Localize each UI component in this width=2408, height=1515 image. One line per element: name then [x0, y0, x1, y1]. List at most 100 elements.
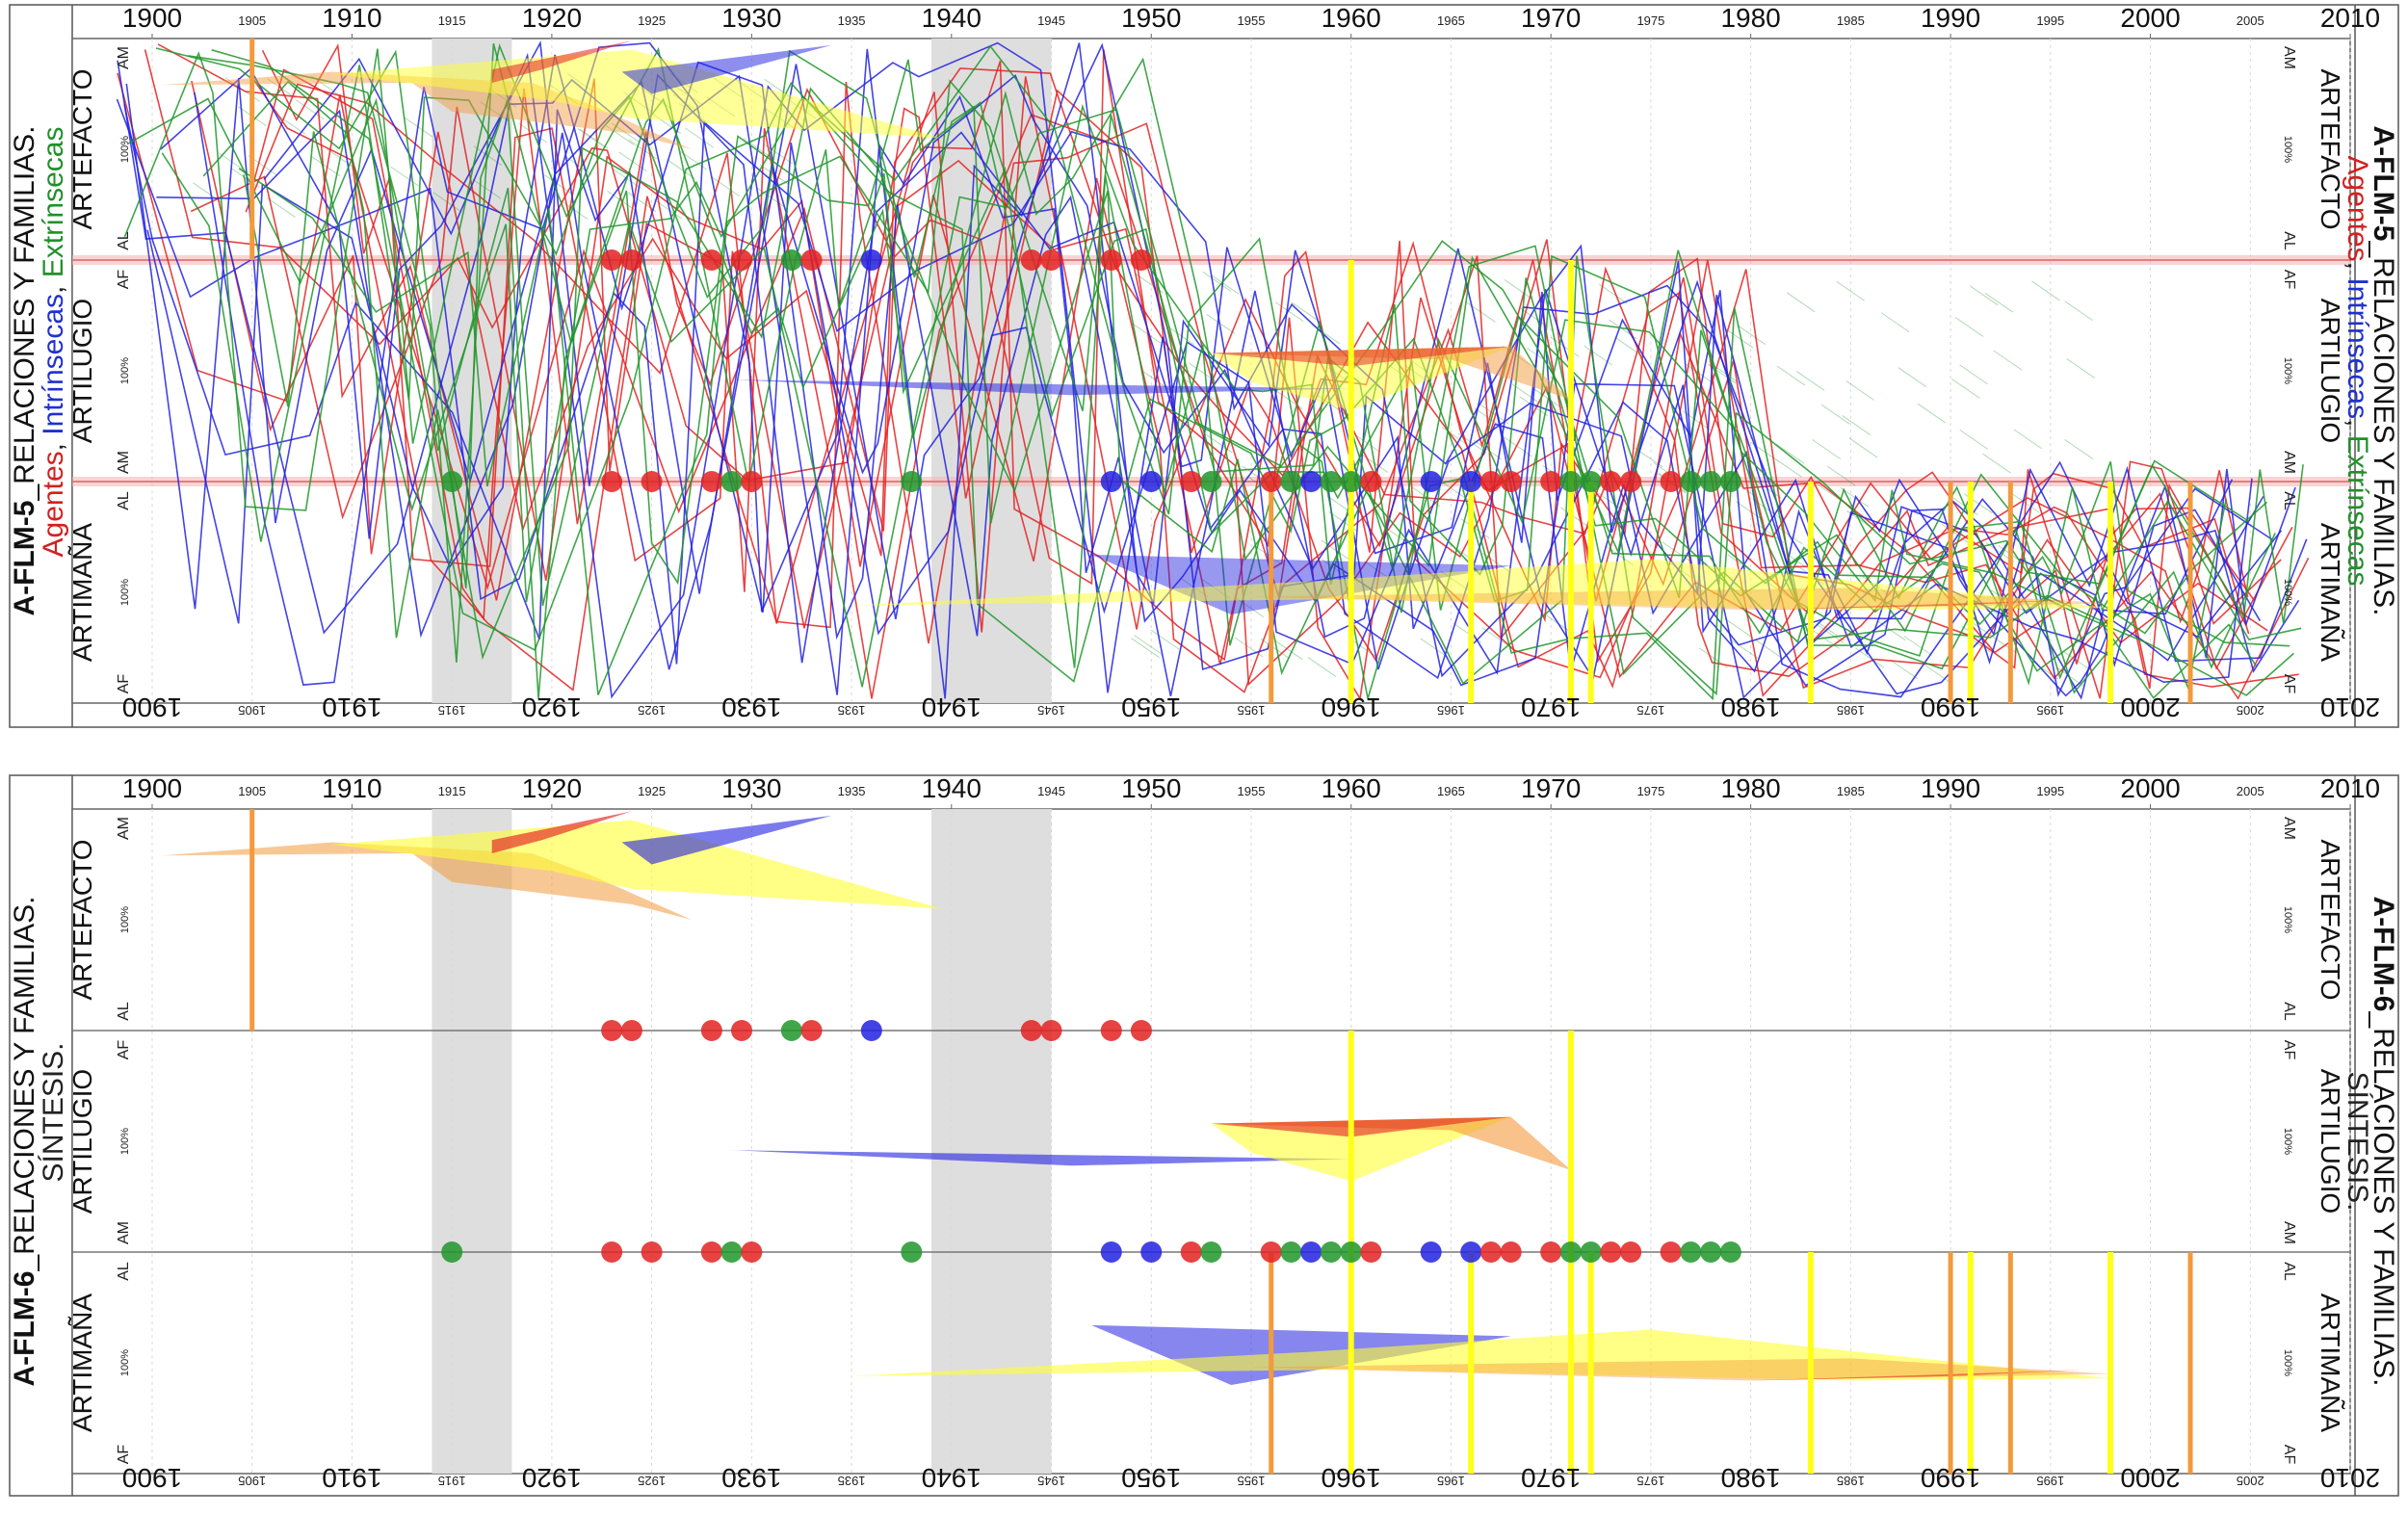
- synthesis-shape-red-wedge: [491, 40, 632, 83]
- x-major-tick-label-bottom: 1980: [1720, 1463, 1780, 1493]
- x-major-tick-label-bottom: 1950: [1121, 692, 1181, 722]
- x-major-tick-label-bottom: 1910: [322, 1463, 381, 1493]
- agentes-dot: [1500, 1241, 1522, 1263]
- hatch-stroke: [1984, 292, 2014, 313]
- extrinsecas-dot: [720, 1241, 743, 1263]
- x-minor-tick-label: 1955: [1238, 13, 1266, 28]
- agentes-dot: [1479, 1241, 1502, 1263]
- extrinsecas-dot: [1680, 471, 1702, 492]
- hatch-stroke: [1598, 492, 1627, 513]
- x-minor-tick-label-bottom: 1945: [1037, 703, 1065, 718]
- band-label-left: ARTIMAÑA: [67, 1293, 97, 1432]
- band-tick-right: AL: [2281, 1262, 2297, 1281]
- agentes-dot: [1360, 471, 1382, 492]
- hatch-stroke: [1504, 436, 1532, 457]
- extrinsecas-dot: [1559, 471, 1582, 492]
- intrinsecas-dot: [860, 1020, 882, 1041]
- agentes-dot: [1540, 471, 1562, 492]
- agentes-dot: [1260, 471, 1282, 492]
- x-minor-tick-label: 1975: [1636, 13, 1664, 28]
- agentes-dot: [700, 471, 722, 492]
- panel-subtitle-right: Agentes, Intrínsecas, Extrínsecas: [2342, 156, 2373, 587]
- trajectory-line: [116, 98, 2300, 678]
- x-minor-tick-label: 1935: [838, 13, 866, 28]
- intrinsecas-dot: [1460, 471, 1482, 492]
- panel-title-rest: _RELACIONES Y FAMILIAS.: [2368, 240, 2399, 615]
- intrinsecas-dot: [1300, 1241, 1322, 1263]
- x-major-tick-label: 1970: [1521, 3, 1581, 33]
- hatch-stroke: [1735, 501, 1765, 521]
- band-tick-right: 100%: [2282, 1349, 2293, 1376]
- extrinsecas-dot: [1200, 1241, 1222, 1263]
- x-minor-tick-label-bottom: 1995: [2036, 703, 2064, 718]
- hatch-stroke: [1849, 437, 1878, 458]
- hatch-stroke: [472, 178, 502, 199]
- band-label-left: ARTILUGIO: [67, 299, 97, 443]
- hatch-stroke: [1291, 301, 1321, 323]
- trajectory-line: [245, 76, 2268, 690]
- band-tick-left: AM: [116, 46, 132, 69]
- hatch-stroke: [1682, 410, 1712, 431]
- agentes-dot: [601, 249, 623, 271]
- band-label-left: ARTEFACTO: [67, 68, 97, 229]
- hatch-stroke: [1202, 271, 1231, 292]
- band-tick-right: AM: [2281, 46, 2297, 69]
- x-minor-tick-label-bottom: 1965: [1437, 1474, 1465, 1488]
- band-tick-right: AM: [2281, 817, 2297, 840]
- x-minor-tick-label-bottom: 2005: [2237, 1474, 2264, 1488]
- extrinsecas-dot: [1719, 471, 1741, 492]
- panel-subtitle-part: Extrínsecas: [38, 127, 69, 278]
- hatch-stroke: [1820, 404, 1850, 425]
- hatch-stroke: [311, 156, 341, 177]
- band-tick-right: AL: [2281, 231, 2297, 250]
- x-major-tick-label: 1990: [1921, 773, 1980, 803]
- hatch-stroke: [1598, 283, 1628, 304]
- hatch-stroke: [1132, 323, 1162, 344]
- x-major-tick-label-bottom: 1970: [1521, 1463, 1581, 1493]
- x-minor-tick-label-bottom: 1915: [438, 1474, 466, 1488]
- hatch-stroke: [1350, 639, 1380, 660]
- x-minor-tick-label: 1995: [2036, 784, 2064, 798]
- x-major-tick-label-bottom: 2010: [2320, 1463, 2380, 1493]
- agentes-dot: [730, 249, 752, 271]
- x-minor-tick-label-bottom: 1995: [2036, 1474, 2064, 1488]
- agentes-dot: [1540, 1241, 1562, 1263]
- x-major-tick-label: 2000: [2120, 773, 2180, 803]
- extrinsecas-dot: [1340, 471, 1362, 492]
- agentes-dot: [1100, 1020, 1122, 1041]
- hatch-stroke: [1559, 507, 1589, 528]
- panel-subtitle-part: ,: [38, 435, 69, 452]
- x-major-tick-label-bottom: 1970: [1521, 692, 1581, 722]
- hatch-stroke: [1443, 483, 1473, 504]
- agentes-dot: [741, 1241, 763, 1263]
- intrinsecas-dot: [1140, 1241, 1163, 1263]
- hatch-stroke: [1951, 379, 1980, 399]
- synthesis-shape-yellow-artilugio: [1211, 1116, 1511, 1182]
- hatch-stroke: [1880, 312, 1910, 333]
- band-tick-left: 100%: [119, 1349, 131, 1376]
- hatch-stroke: [276, 114, 305, 135]
- synthesis-shapes: [162, 811, 2111, 1385]
- panel-subtitle-part: Agentes: [38, 451, 69, 557]
- trajectory-line: [161, 49, 2268, 635]
- x-minor-tick-label: 2005: [2237, 13, 2264, 28]
- hatch-stroke: [1420, 638, 1449, 659]
- hatch-stroke: [1504, 279, 1533, 300]
- extrinsecas-dot: [1580, 471, 1602, 492]
- agentes-dot: [601, 471, 623, 492]
- synthesis-shape-orange-artilugio: [1211, 1116, 1571, 1170]
- synthesis-shape-orange-artilugio: [1211, 346, 1571, 400]
- agentes-dot: [641, 1241, 663, 1263]
- intrinsecas-dot: [1420, 471, 1442, 492]
- agentes-dot: [1500, 471, 1522, 492]
- band-tick-right: AF: [2281, 1445, 2297, 1465]
- panel-title-rest: _RELACIONES Y FAMILIAS.: [9, 125, 40, 501]
- extrinsecas-dot: [720, 471, 743, 492]
- hatch-stroke: [1481, 627, 1511, 648]
- synthesis-shape-blue-artilugio: [731, 379, 1351, 396]
- hatch-stroke: [1165, 325, 1194, 346]
- hatch-stroke: [230, 168, 260, 189]
- x-minor-tick-label-bottom: 1935: [838, 1474, 866, 1488]
- extrinsecas-dot: [1320, 1241, 1342, 1263]
- agentes-dot: [1040, 1020, 1062, 1041]
